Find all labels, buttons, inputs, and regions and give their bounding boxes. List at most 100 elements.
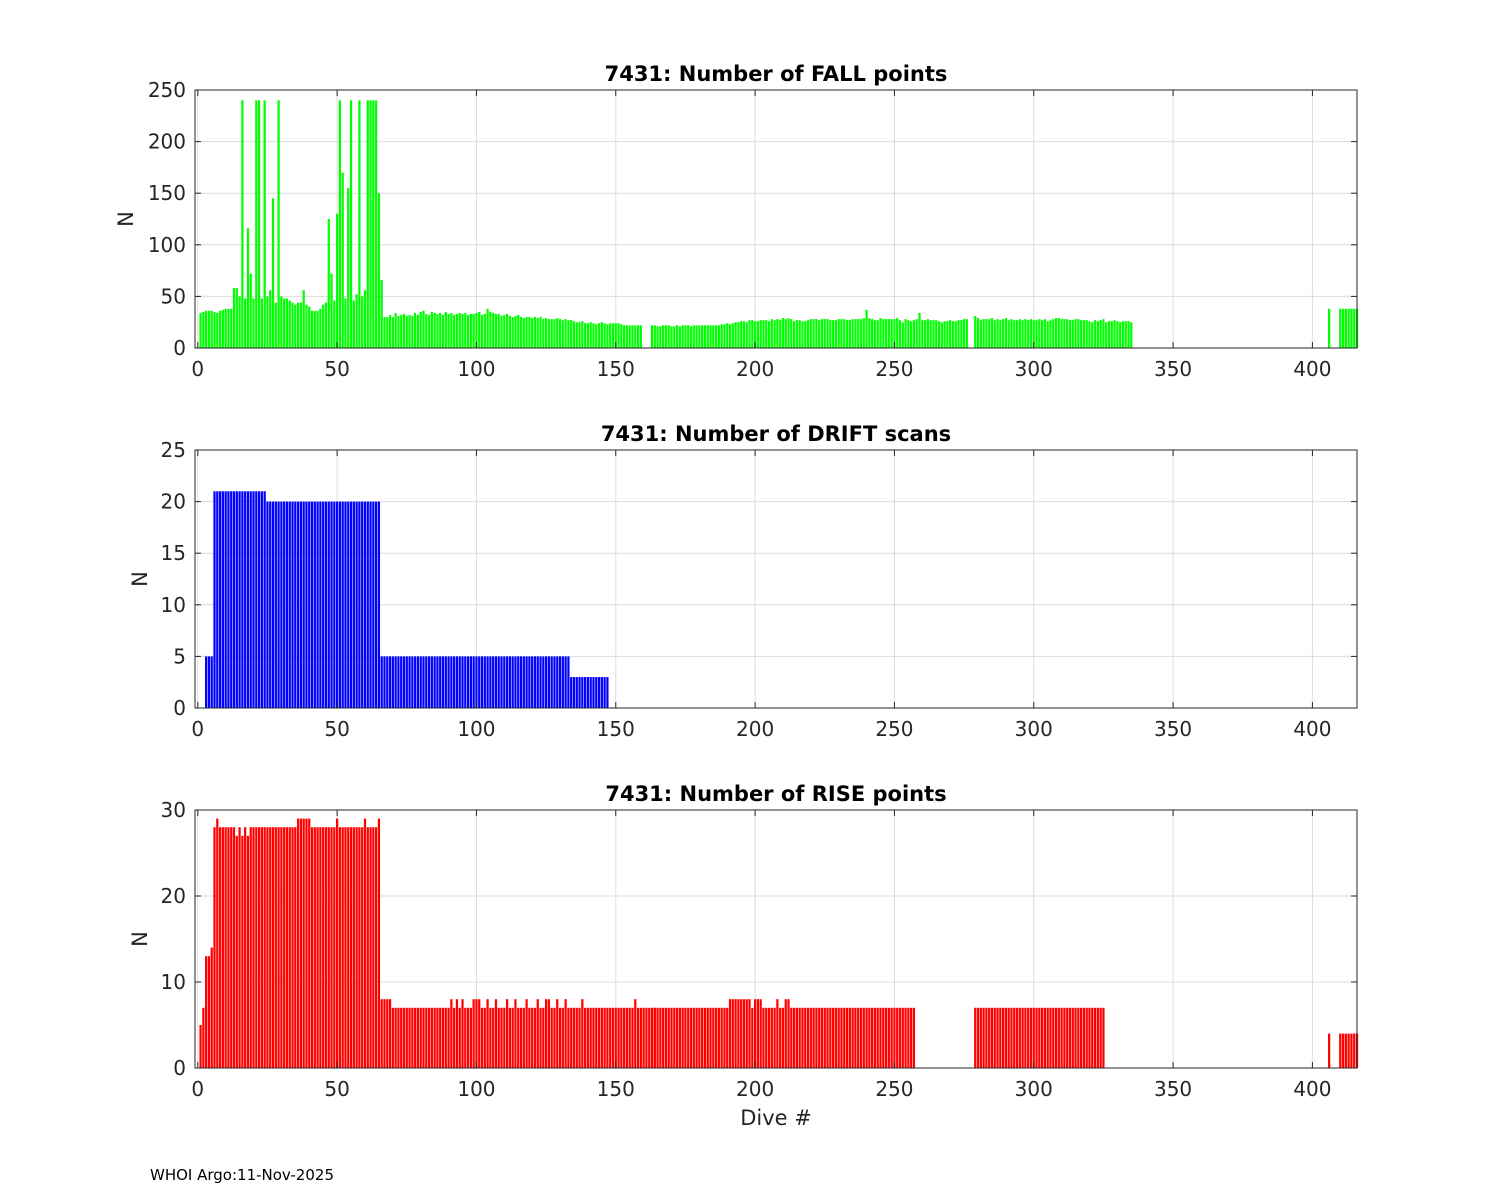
rise-bar xyxy=(322,827,325,1068)
fall-bar xyxy=(511,317,514,348)
rise-bar xyxy=(486,999,489,1068)
rise-bar xyxy=(288,827,291,1068)
rise-bar xyxy=(595,1007,598,1068)
rise-x-axis-label: Dive # xyxy=(740,1106,812,1130)
drift-x-tick-label: 150 xyxy=(597,717,635,741)
rise-bar xyxy=(1043,1007,1047,1068)
fall-bar xyxy=(837,319,840,348)
rise-bar xyxy=(751,1007,754,1068)
drift-chart-title: 7431: Number of DRIFT scans xyxy=(601,422,951,446)
drift-bar xyxy=(525,656,528,708)
fall-x-tick-label: 100 xyxy=(457,357,495,381)
fall-bar xyxy=(505,313,509,348)
fall-bar xyxy=(664,325,668,348)
rise-bar xyxy=(623,1007,626,1068)
fall-bar xyxy=(706,325,709,348)
fall-bar xyxy=(845,320,849,348)
fall-plot-area xyxy=(195,90,1357,348)
fall-bar xyxy=(355,294,358,348)
drift-bar xyxy=(327,501,330,708)
fall-bar xyxy=(1093,320,1097,348)
fall-bar xyxy=(1043,319,1047,348)
rise-bar xyxy=(728,999,732,1068)
drift-bar xyxy=(469,656,472,708)
fall-bar xyxy=(636,325,640,348)
rise-bar xyxy=(793,1007,796,1068)
fall-bar xyxy=(271,198,275,348)
rise-bar xyxy=(759,999,762,1068)
fall-bar xyxy=(765,320,768,348)
rise-bar xyxy=(1350,1033,1353,1068)
drift-bar xyxy=(246,491,250,708)
fall-bar xyxy=(820,319,824,348)
fall-bar xyxy=(1344,308,1347,348)
rise-bar xyxy=(324,827,328,1068)
fall-bar xyxy=(857,319,860,348)
drift-bar xyxy=(511,656,514,708)
rise-bar xyxy=(416,1007,420,1068)
rise-bar xyxy=(531,1007,534,1068)
drift-bar xyxy=(277,501,280,708)
drift-bar xyxy=(274,501,277,708)
drift-bar xyxy=(361,501,364,708)
rise-bar xyxy=(625,1007,629,1068)
rise-bar xyxy=(567,1007,570,1068)
rise-bar xyxy=(662,1007,665,1068)
fall-bar xyxy=(210,310,213,348)
drift-bar xyxy=(397,656,400,708)
rise-bar xyxy=(734,999,737,1068)
fall-bar xyxy=(806,320,810,348)
rise-bar xyxy=(723,1007,726,1068)
fall-bar xyxy=(285,298,289,348)
rise-bar xyxy=(544,999,548,1068)
fall-bar xyxy=(988,319,991,348)
rise-bar xyxy=(776,999,779,1068)
fall-bar xyxy=(614,323,617,348)
drift-bar xyxy=(478,656,481,708)
fall-bar xyxy=(536,318,539,348)
fall-bar xyxy=(333,300,336,348)
fall-bar xyxy=(299,302,303,348)
drift-bar xyxy=(336,501,339,708)
rise-bar xyxy=(199,1025,202,1068)
drift-bar xyxy=(294,501,297,708)
rise-bar xyxy=(230,827,233,1068)
rise-bar xyxy=(1032,1007,1035,1068)
rise-bar xyxy=(316,827,319,1068)
fall-bar xyxy=(478,311,481,348)
fall-bar xyxy=(940,322,943,348)
fall-bar xyxy=(1080,320,1083,348)
rise-bar xyxy=(575,1007,578,1068)
fall-bar xyxy=(469,313,472,348)
fall-bar xyxy=(252,298,255,348)
drift-bar xyxy=(391,656,394,708)
rise-bar xyxy=(458,1007,461,1068)
rise-bar xyxy=(578,1007,581,1068)
fall-bar xyxy=(1054,318,1058,348)
fall-bar xyxy=(982,319,985,348)
fall-bar xyxy=(517,314,520,348)
fall-bar xyxy=(257,100,261,348)
fall-bar xyxy=(444,311,447,348)
fall-bar xyxy=(1015,320,1019,348)
fall-bar xyxy=(882,319,885,348)
fall-bar xyxy=(748,320,751,348)
fall-bar xyxy=(480,314,484,348)
fall-bar xyxy=(232,288,236,348)
rise-bar xyxy=(684,1007,687,1068)
rise-bar xyxy=(1038,1007,1041,1068)
fall-bar xyxy=(843,319,846,348)
fall-bar xyxy=(949,320,952,348)
rise-bar xyxy=(650,1007,654,1068)
drift-bar xyxy=(444,656,447,708)
fall-bar xyxy=(678,326,681,348)
rise-bar xyxy=(358,827,361,1068)
fall-bar xyxy=(1018,319,1021,348)
rise-bar xyxy=(795,1007,799,1068)
rise-bar xyxy=(1027,1007,1030,1068)
drift-y-tick-label: 25 xyxy=(161,438,186,462)
rise-bar xyxy=(511,1007,514,1068)
drift-bar xyxy=(494,656,498,708)
drift-bar xyxy=(556,656,559,708)
rise-bar xyxy=(726,1007,729,1068)
